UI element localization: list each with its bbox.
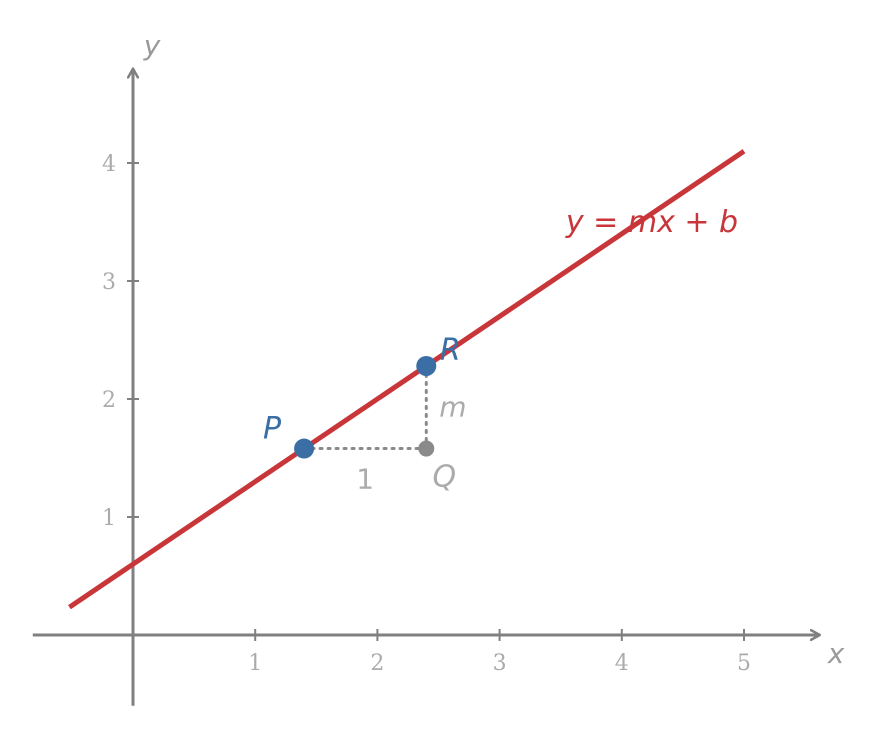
y-tick-label: 3 (102, 270, 116, 295)
y-tick-label: 1 (102, 506, 116, 531)
x-tick-label: 2 (370, 651, 384, 676)
ticks: 1 2 3 4 5 1 2 3 4 (102, 152, 751, 676)
points (294, 355, 437, 459)
x-tick-label: 5 (737, 651, 751, 676)
point-r (416, 355, 437, 376)
line-series-path (68, 149, 746, 610)
point-label-p: P (263, 412, 282, 447)
line-series (68, 149, 746, 610)
y-tick-label: 2 (102, 388, 116, 413)
x-tick-label: 1 (248, 651, 262, 676)
run-label: 1 (356, 463, 374, 496)
point-p (294, 438, 315, 459)
rise-label: m (439, 390, 466, 423)
axes (32, 69, 820, 706)
guide-segments (302, 364, 428, 451)
y-axis-label: y (143, 29, 161, 62)
point-label-q: Q (432, 460, 456, 495)
x-tick-label: 3 (493, 651, 507, 676)
y-tick-label: 4 (102, 152, 116, 177)
point-q (418, 440, 435, 457)
annotations: x y 1 m y = mx + b P R Q (143, 29, 845, 670)
line-equation-label: y = mx + b (565, 205, 738, 240)
point-label-r: R (440, 333, 461, 368)
x-axis-label: x (827, 637, 845, 670)
x-tick-label: 4 (615, 651, 629, 676)
